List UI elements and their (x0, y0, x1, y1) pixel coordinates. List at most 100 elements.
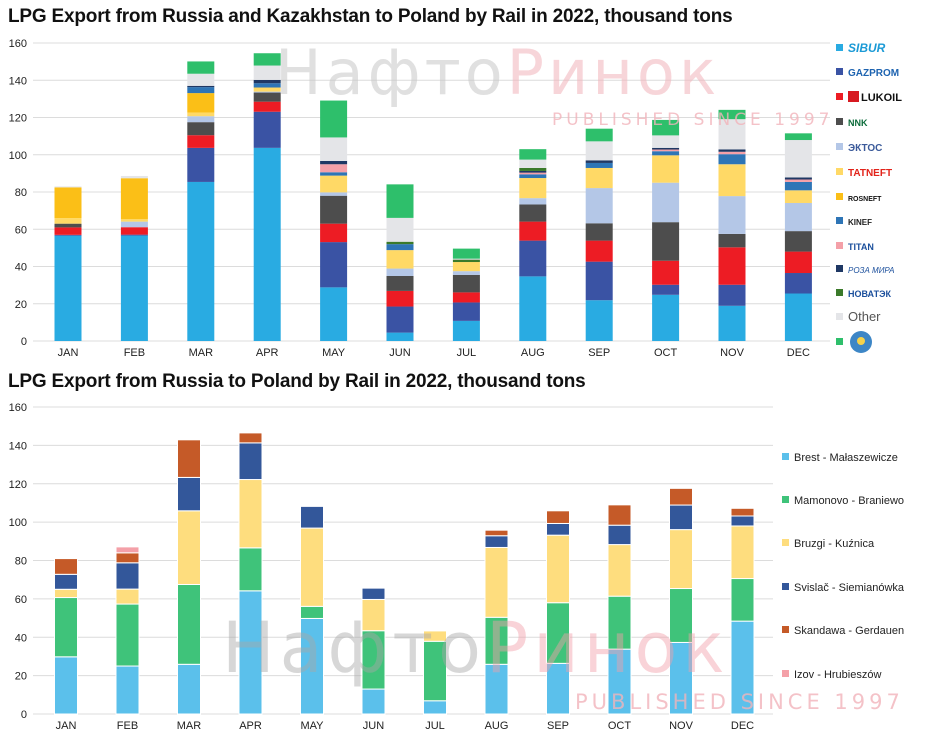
legend-swatch (836, 93, 843, 100)
x-tick-label: FEB (117, 720, 138, 732)
bar-segment (546, 534, 570, 604)
bar-segment (54, 573, 78, 590)
bar-segment (253, 87, 281, 92)
bar-segment (386, 268, 414, 276)
bar-segment (784, 202, 812, 232)
x-tick-label: JAN (58, 347, 79, 359)
bar-segment (253, 147, 281, 341)
bar-segment (320, 175, 348, 193)
bar-segment (187, 73, 215, 86)
bar-segment (54, 656, 78, 715)
bar-segment (300, 527, 324, 607)
bar-segment (115, 562, 140, 590)
bar-segment (54, 558, 78, 575)
legend-swatch (836, 193, 843, 200)
bar-segment (718, 247, 746, 285)
legend-swatch (836, 143, 843, 150)
bar-segment (607, 524, 632, 546)
bar-segment (585, 160, 613, 163)
legend-swatch (836, 44, 843, 51)
legend-swatch (782, 539, 789, 546)
bar-segment (177, 439, 201, 478)
bar-segment (519, 276, 547, 341)
legend-logo-gazprom: GAZPROM (848, 68, 899, 79)
bar-segment (546, 602, 570, 664)
x-tick-label: DEC (787, 347, 810, 359)
legend-logo-tatneft: TATNEFT (848, 168, 892, 179)
bar-segment (115, 552, 140, 564)
bar-segment (54, 186, 82, 188)
bar-segment (320, 287, 348, 341)
y-tick-label: 60 (15, 594, 27, 606)
bar-segment (54, 187, 82, 219)
bar-segment (484, 535, 509, 548)
bar-segment (115, 546, 140, 554)
bar-segment (730, 578, 755, 622)
kazakhstan-flag-sun-icon (857, 337, 865, 345)
bar-segment (519, 159, 547, 168)
legend-swatch (782, 670, 789, 677)
bar-segment (519, 240, 547, 277)
bar-segment (585, 141, 613, 161)
bar-segment (361, 688, 386, 715)
bar-segment (177, 510, 201, 585)
bar-segment (585, 261, 613, 301)
bar-segment (652, 155, 680, 183)
x-tick-label: DEC (731, 720, 754, 732)
bar-segment (585, 167, 613, 189)
bar-segment (784, 273, 812, 294)
bar-segment (784, 251, 812, 274)
bar-segment (652, 182, 680, 223)
bar-segment (386, 250, 414, 269)
bar-segment (669, 588, 693, 643)
legend-swatch (836, 68, 843, 75)
bar-segment (187, 135, 215, 148)
x-tick-label: AUG (485, 720, 509, 732)
y-tick-label: 120 (9, 479, 27, 491)
bar-segment (238, 432, 263, 444)
bar-segment (320, 164, 348, 173)
bar-segment (718, 119, 746, 150)
bar-segment (386, 241, 414, 245)
legend-swatch (782, 496, 789, 503)
bar-segment (718, 164, 746, 197)
bar-segment (177, 583, 201, 665)
bar-segment (54, 588, 78, 599)
bar-segment (120, 175, 148, 179)
bar-segment (423, 630, 447, 642)
bar-segment (718, 151, 746, 155)
x-tick-label: APR (256, 347, 279, 359)
bar-segment (585, 240, 613, 262)
bar-segment (519, 178, 547, 199)
bar-segment (484, 616, 509, 665)
legend-label: Bruzgi - Kuźnica (794, 538, 875, 550)
bar-segment (669, 487, 693, 506)
bar-segment (120, 178, 148, 220)
y-tick-label: 100 (9, 517, 27, 529)
legend-logo-titan: TITAN (848, 242, 874, 252)
bar-segment (452, 259, 480, 263)
bar-segment (452, 248, 480, 259)
bar-segment (784, 140, 812, 178)
bar-segment (452, 302, 480, 321)
bar-segment (607, 504, 632, 526)
bar-segment (730, 620, 755, 715)
bar-segment (452, 271, 480, 275)
lukoil-logo-icon (848, 91, 859, 102)
x-tick-label: APR (239, 720, 262, 732)
y-tick-label: 160 (9, 402, 27, 414)
bar-segment (115, 603, 140, 667)
bar-segment (585, 188, 613, 224)
bar-segment (187, 122, 215, 136)
y-tick-label: 100 (9, 150, 27, 162)
bar-segment (320, 160, 348, 165)
y-tick-label: 140 (9, 75, 27, 87)
bar-segment (115, 665, 140, 715)
bar-segment (386, 290, 414, 307)
legend-swatch (836, 242, 843, 249)
bar-segment (607, 544, 632, 597)
legend-label: Skandawa - Gerdauen (794, 625, 904, 637)
bar-segment (607, 648, 632, 715)
bar-segment (253, 101, 281, 112)
bar-segment (652, 135, 680, 148)
